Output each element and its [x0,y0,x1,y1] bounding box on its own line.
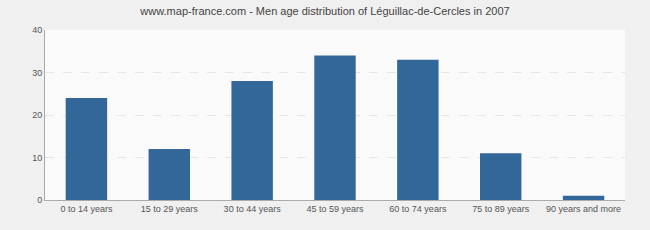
svg-text:0 to 14 years: 0 to 14 years [60,204,113,214]
svg-text:75 to 89 years: 75 to 89 years [472,204,530,214]
svg-text:40: 40 [32,25,42,35]
svg-text:15 to 29 years: 15 to 29 years [141,204,199,214]
svg-text:30: 30 [32,68,42,78]
svg-text:60 to 74 years: 60 to 74 years [389,204,447,214]
svg-text:30 to 44 years: 30 to 44 years [224,204,282,214]
svg-text:0: 0 [37,195,42,205]
svg-text:10: 10 [32,153,42,163]
svg-text:45 to 59 years: 45 to 59 years [306,204,364,214]
svg-text:20: 20 [32,110,42,120]
svg-text:www.map-france.com - Men age d: www.map-france.com - Men age distributio… [139,5,509,17]
svg-text:90 years and more: 90 years and more [546,204,621,214]
